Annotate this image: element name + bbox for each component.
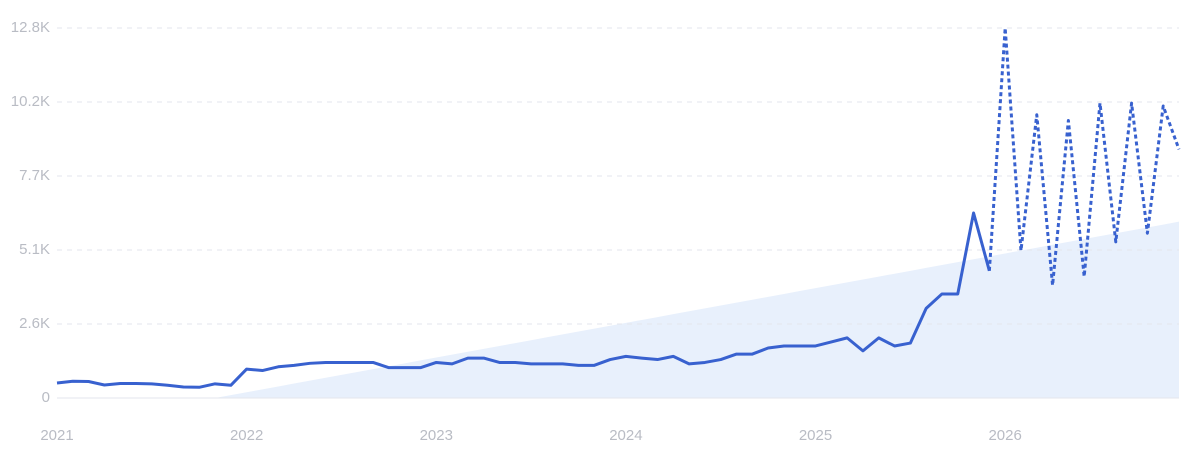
y-tick-label: 12.8K: [11, 19, 50, 36]
y-tick-label: 10.2K: [11, 93, 50, 110]
y-tick-label: 5.1K: [19, 241, 50, 258]
y-tick-label: 7.7K: [19, 167, 50, 184]
x-tick-label: 2026: [988, 427, 1021, 444]
x-tick-label: 2021: [40, 427, 73, 444]
x-tick-label: 2023: [420, 427, 453, 444]
x-tick-label: 2024: [609, 427, 642, 444]
x-tick-label: 2025: [799, 427, 832, 444]
trend-area: [215, 221, 1179, 398]
x-tick-label: 2022: [230, 427, 263, 444]
y-tick-label: 0: [42, 389, 50, 406]
trend-line: [56, 211, 991, 389]
y-tick-label: 2.6K: [19, 315, 50, 332]
forecast-line: [987, 26, 1181, 287]
